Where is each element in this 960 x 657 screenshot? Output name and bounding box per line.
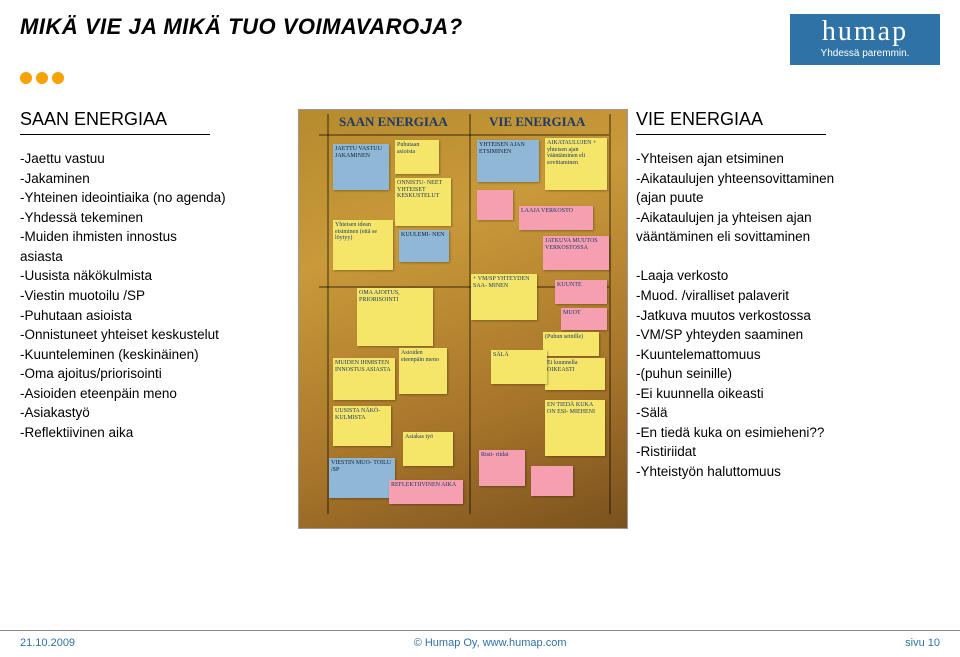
workshop-board-photo: SAAN ENERGIAA VIE ENERGIAA JAETTU VASTUU J…	[298, 109, 628, 529]
right-heading: VIE ENERGIAA	[636, 109, 940, 130]
bullet-line: -Jaettu vastuu	[20, 149, 290, 169]
sticky-note: Yhteisen idean etsiminen (että se löytyy…	[333, 220, 393, 270]
bullet-line: (ajan puute	[636, 188, 940, 208]
sticky-note: + VM/SP YHTEYDEN SAA- MINEN	[471, 274, 537, 320]
footer: 21.10.2009 © Humap Oy, www.humap.com siv…	[0, 630, 960, 657]
bullet-line: -Muod. /viralliset palaverit	[636, 286, 940, 306]
sticky-note: UUSISTA NÄKÖ- KULMISTA	[333, 406, 391, 446]
sticky-note: SÄLÄ	[491, 350, 547, 384]
sticky-note: JATKUVA MUUTOS VERKOSTOSSA	[543, 236, 609, 270]
bullet-line: -Viestin muotoilu /SP	[20, 286, 290, 306]
brand-tagline: Yhdessä paremmin.	[804, 48, 926, 59]
bullet-line: -(puhun seinille)	[636, 364, 940, 384]
sticky-note: REFLEKTIIVINEN AIKA	[389, 480, 463, 504]
footer-credit: © Humap Oy, www.humap.com	[414, 637, 567, 649]
brand-name: humap	[804, 18, 926, 46]
right-bullet-list: -Yhteisen ajan etsiminen-Aikataulujen yh…	[636, 149, 940, 482]
slide: MIKÄ VIE JA MIKÄ TUO VOIMAVAROJA? humap …	[0, 0, 960, 657]
sticky-note	[477, 190, 513, 220]
bullet-line: -Muiden ihmisten innostus	[20, 227, 290, 247]
bullet-line: -Kuunteleminen (keskinäinen)	[20, 345, 290, 365]
bullet-line: -Reflektiivinen aika	[20, 423, 290, 443]
bullet-line: -Asioiden eteenpäin meno	[20, 384, 290, 404]
bullet-line: -Onnistuneet yhteiset keskustelut	[20, 325, 290, 345]
sticky-note: ONNISTU- NEET YHTEISET KESKUSTELUT	[395, 178, 451, 226]
sticky-note: KUULEMI- NEN	[399, 230, 449, 262]
column-vie-energiaa: VIE ENERGIAA -Yhteisen ajan etsiminen-Ai…	[636, 109, 940, 529]
sticky-note: MUOT	[561, 308, 607, 330]
sticky-note: Asiakas työ	[403, 432, 453, 466]
left-heading: SAAN ENERGIAA	[20, 109, 290, 130]
bullet-line: asiasta	[20, 247, 290, 267]
bullet-line: -Yhdessä tekeminen	[20, 208, 290, 228]
bullet-line: -VM/SP yhteyden saaminen	[636, 325, 940, 345]
bullet-line: -Kuuntelemattomuus	[636, 345, 940, 365]
left-rule	[20, 134, 210, 135]
sticky-note: OMA AJOITUS, PRIORISOINTI	[357, 288, 433, 346]
sticky-note: YHTEISEN AJAN ETSIMINEN	[477, 140, 539, 182]
bullet-line: -Uusista näkökulmista	[20, 266, 290, 286]
footer-date: 21.10.2009	[20, 637, 75, 649]
bullet-line: -Aikataulujen ja yhteisen ajan	[636, 208, 940, 228]
accent-dots	[20, 71, 960, 89]
footer-page: sivu 10	[905, 637, 940, 649]
sticky-note: (Puhun seinille)	[543, 332, 599, 356]
sticky-note: Risti- riidat	[479, 450, 525, 486]
sticky-note	[531, 466, 573, 496]
bullet-line: -Yhteisen ajan etsiminen	[636, 149, 940, 169]
title-block: MIKÄ VIE JA MIKÄ TUO VOIMAVAROJA?	[20, 14, 463, 40]
content-row: SAAN ENERGIAA -Jaettu vastuu-Jakaminen-Y…	[0, 89, 960, 529]
sticky-note: EN TIEDÄ KUKA ON ESI- MIEHENI	[545, 400, 605, 456]
bullet-line: -Ristiriidat	[636, 442, 940, 462]
board-column-header: SAAN ENERGIAA	[339, 114, 448, 130]
sticky-note: AIKATAULUJEN + yhteisen ajan vääntäminen…	[545, 138, 607, 190]
bullet-line: -Yhteinen ideointiaika (no agenda)	[20, 188, 290, 208]
bullet-line: -Yhteistyön haluttomuus	[636, 462, 940, 482]
board-grid-line	[319, 134, 609, 136]
bullet-line: -Jakaminen	[20, 169, 290, 189]
board-grid-line	[609, 114, 611, 514]
sticky-note: Ei kuunnella OIKEASTI	[545, 358, 605, 390]
column-saan-energiaa: SAAN ENERGIAA -Jaettu vastuu-Jakaminen-Y…	[20, 109, 290, 529]
header-row: MIKÄ VIE JA MIKÄ TUO VOIMAVAROJA? humap …	[0, 0, 960, 65]
sticky-note: VIESTIN MUO- TOILU /SP	[329, 458, 395, 498]
accent-dot	[52, 72, 64, 84]
bullet-line: -Jatkuva muutos verkostossa	[636, 306, 940, 326]
bullet-line: -Ei kuunnella oikeasti	[636, 384, 940, 404]
column-photo: SAAN ENERGIAA VIE ENERGIAA JAETTU VASTUU J…	[298, 109, 628, 529]
board-grid-line	[327, 114, 329, 514]
bullet-line: -Aikataulujen yhteensovittaminen	[636, 169, 940, 189]
sticky-note: KUUNTE	[555, 280, 607, 304]
bullet-line: vääntäminen eli sovittaminen	[636, 227, 940, 247]
sticky-note: Puhutaan asioista	[395, 140, 439, 174]
bullet-line: -En tiedä kuka on esimieheni??	[636, 423, 940, 443]
bullet-line: -Asiakastyö	[20, 403, 290, 423]
bullet-line: -Laaja verkosto	[636, 266, 940, 286]
sticky-note: LAAJA VERKOSTO	[519, 206, 593, 230]
sticky-note: Asioiden eteenpäin meno	[399, 348, 447, 394]
bullet-line: -Sälä	[636, 403, 940, 423]
brand-logo: humap Yhdessä paremmin.	[790, 14, 940, 65]
right-rule	[636, 134, 826, 135]
accent-dot	[36, 72, 48, 84]
left-bullet-list: -Jaettu vastuu-Jakaminen-Yhteinen ideoin…	[20, 149, 290, 442]
bullet-line: -Puhutaan asioista	[20, 306, 290, 326]
sticky-note: MUIDEN IHMISTEN INNOSTUS ASIASTA	[333, 358, 395, 400]
page-title: MIKÄ VIE JA MIKÄ TUO VOIMAVAROJA?	[20, 14, 463, 40]
sticky-note: JAETTU VASTUU JAKAMINEN	[333, 144, 389, 190]
accent-dot	[20, 72, 32, 84]
bullet-line: -Oma ajoitus/priorisointi	[20, 364, 290, 384]
bullet-line	[636, 247, 940, 267]
board-column-header: VIE ENERGIAA	[489, 114, 585, 130]
